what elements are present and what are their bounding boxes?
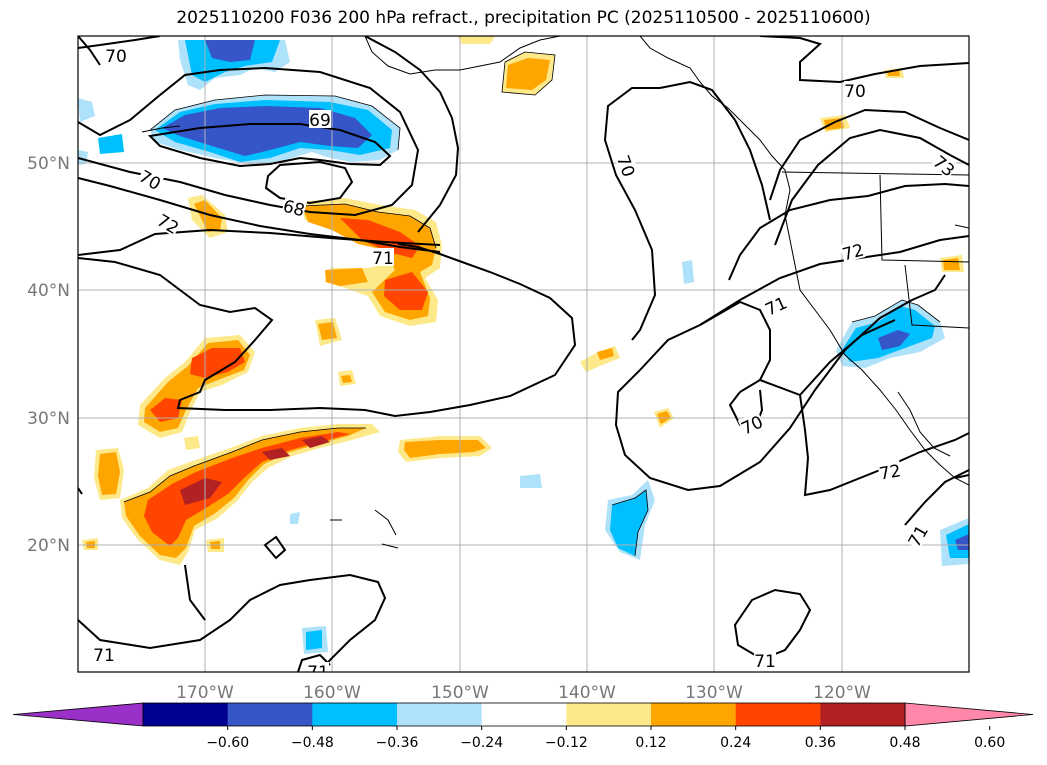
lat-tick-label: 20°N [27,536,70,556]
contour-label-background [614,152,640,180]
chart-title: 2025110200 F036 200 hPa refract., precip… [176,8,871,28]
lat-tick-label: 50°N [27,154,70,174]
contour-label-background [839,239,866,263]
contour-label-71-s: 71 [754,652,776,672]
lon-tick-label: 160°W [303,683,361,703]
contour-label-background [105,46,127,64]
contour-label-background [136,165,165,193]
lon-tick-label: 140°W [558,683,616,703]
contour-label-background [930,151,959,180]
colorbar-tick-label: −0.24 [460,735,503,751]
lat-axis: 50°N 40°N 30°N 20°N [27,154,70,556]
contour-label-background [737,411,766,437]
contour-label-background [93,645,115,663]
contour-label-72-se: 72 [878,461,903,484]
colorbar-frame [142,702,906,727]
contour-label-background [281,195,308,219]
refractivity-contours [78,36,969,672]
precip-outlines [123,51,941,557]
contour-label-71-sw: 71 [93,646,115,666]
colorbar-segment [820,703,906,726]
contour-label-70-nw: 70 [105,47,127,67]
colorbar-tick-label: 0.24 [720,735,751,751]
colorbar-segment [651,703,737,726]
colorbar-tick-label: 0.60 [974,735,1005,751]
colorbar-tick-label: −0.36 [376,735,419,751]
colorbar-tick-label: −0.60 [206,735,249,751]
lon-tick-label: 120°W [813,683,871,703]
contour-label-background [309,110,331,128]
colorbar-tick-label: −0.12 [545,735,588,751]
colorbar-tick-label: 0.36 [805,735,836,751]
contour-label-71-bottom: 71 [307,663,329,683]
contour-label-71-center: 71 [372,249,394,269]
colorbar-tick-label: −0.48 [291,735,334,751]
colorbar-segment [566,703,652,726]
colorbar-tick-label: 0.12 [635,735,666,751]
contour-label-background [754,651,776,669]
lon-tick-label: 130°W [685,683,743,703]
negative-anomaly-shading [78,40,969,654]
contour-label-background [903,521,931,550]
contour-label-background [372,248,394,266]
colorbar-segment [481,703,567,726]
contour-label-background [154,209,183,237]
contour-label-background [877,460,903,482]
map-frame [77,35,970,673]
colorbar-extend-min [12,702,144,727]
positive-anomaly-shading [82,36,964,565]
contour-label-background [761,292,790,318]
lon-tick-label: 150°W [431,683,489,703]
colorbar-extend-max [904,702,1034,727]
colorbar-segment [312,703,398,726]
colorbar-segment [227,703,313,726]
lat-tick-label: 40°N [27,281,70,301]
lon-axis: 170°W 160°W 150°W 140°W 130°W 120°W [176,683,871,703]
contour-label-70-ne: 70 [844,82,866,102]
contour-label-background [307,662,329,672]
colorbar-tick-label: 0.48 [889,735,920,751]
lat-tick-label: 30°N [27,409,70,429]
colorbar-segment [397,703,483,726]
colorbar: −0.60 −0.48 −0.36 −0.24 −0.12 0.12 0.24 0.36 0.4… [12,702,1034,751]
contour-label-69: 69 [309,111,331,131]
colorbar-segment [735,703,821,726]
contour-label-background [844,81,866,99]
colorbar-segment [143,703,229,726]
lon-tick-label: 170°W [176,683,234,703]
